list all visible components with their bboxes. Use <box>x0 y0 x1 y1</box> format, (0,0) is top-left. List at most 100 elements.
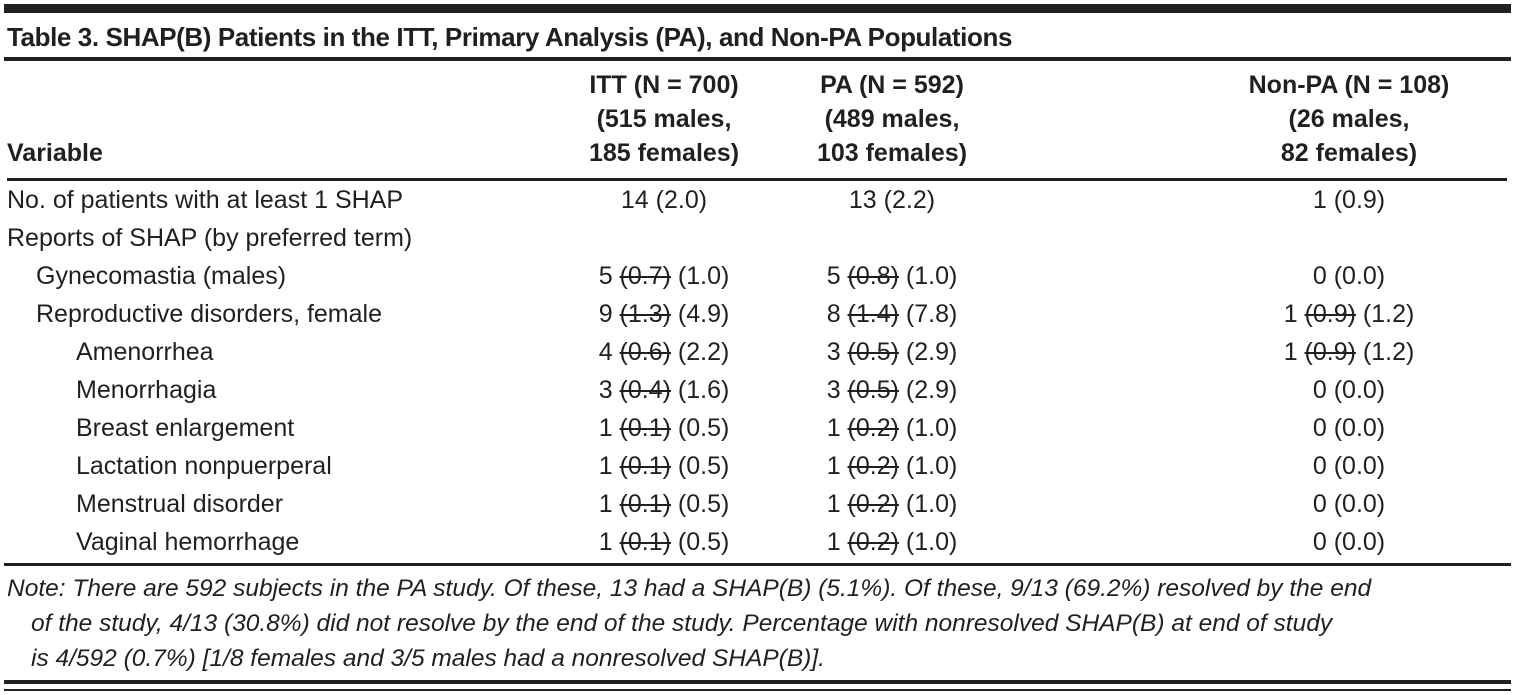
struck-value: (0.6) <box>619 337 671 366</box>
value-text: 0 (0.0) <box>1312 451 1386 480</box>
value-cell: 1 (0.1) (0.5) <box>555 485 773 523</box>
value-text: (1.0) <box>898 489 958 518</box>
top-rule <box>4 4 1511 13</box>
value-text: (2.9) <box>898 375 958 404</box>
column-header-line: (515 males, <box>596 105 732 133</box>
note-line: of the study, 4/13 (30.8%) did not resol… <box>31 610 1333 637</box>
struck-value: (1.4) <box>847 299 899 328</box>
struck-value: (0.1) <box>619 527 671 556</box>
value-cell: 0 (0.0) <box>1191 523 1507 561</box>
value-text: 1 <box>826 489 848 518</box>
value-text: 1 <box>598 413 620 442</box>
column-spacer <box>1011 523 1191 561</box>
title-rule <box>4 57 1511 61</box>
value-text: 0 (0.0) <box>1312 489 1386 518</box>
column-header-line: ITT (N = 700) <box>589 71 739 99</box>
bottom-rule <box>4 680 1511 684</box>
table-header: Variable ITT (N = 700) (515 males, 185 f… <box>7 61 1507 181</box>
row-label: Reports of SHAP (by preferred term) <box>7 223 413 252</box>
value-text: 0 (0.0) <box>1312 527 1386 556</box>
column-spacer <box>1011 257 1191 295</box>
struck-value: (0.1) <box>619 451 671 480</box>
value-cell: 0 (0.0) <box>1191 371 1507 409</box>
value-text: 1 <box>598 451 620 480</box>
value-cell: 0 (0.0) <box>1191 409 1507 447</box>
struck-value: (0.7) <box>619 261 671 290</box>
value-text: 3 <box>826 375 848 404</box>
value-cell: 1 (0.1) (0.5) <box>555 409 773 447</box>
value-cell: 1 (0.2) (1.0) <box>773 485 1011 523</box>
table-row: No. of patients with at least 1 SHAP 14 (… <box>7 180 1507 220</box>
value-cell: 1 (0.2) (1.0) <box>773 523 1011 561</box>
data-table: Variable ITT (N = 700) (515 males, 185 f… <box>7 61 1507 561</box>
column-header-line: Non-PA (N = 108) <box>1248 71 1450 99</box>
value-cell: 1 (0.1) (0.5) <box>555 523 773 561</box>
table-row: Menstrual disorder 1 (0.1) (0.5) 1 (0.2) (… <box>7 485 1507 523</box>
column-spacer <box>1011 180 1191 220</box>
value-cell: 1 (0.9) (1.2) <box>1191 295 1507 333</box>
value-text: (1.0) <box>898 527 958 556</box>
column-spacer <box>1011 219 1191 257</box>
value-text: (0.5) <box>670 413 730 442</box>
value-text: (1.2) <box>1355 299 1415 328</box>
value-text: 1 <box>826 413 848 442</box>
value-cell: 8 (1.4) (7.8) <box>773 295 1011 333</box>
value-text: 9 <box>598 299 620 328</box>
column-spacer <box>1011 295 1191 333</box>
value-text: 4 <box>598 337 620 366</box>
row-label: Reproductive disorders, female <box>36 299 382 328</box>
value-cell <box>773 219 1011 257</box>
table-row: Vaginal hemorrhage 1 (0.1) (0.5) 1 (0.2) (… <box>7 523 1507 561</box>
value-cell: 1 (0.9) <box>1191 180 1507 220</box>
table-row: Amenorrhea 4 (0.6) (2.2) 3 (0.5) (2.9) 1 (0… <box>7 333 1507 371</box>
value-cell: 5 (0.7) (1.0) <box>555 257 773 295</box>
column-header-itt: ITT (N = 700) (515 males, 185 females) <box>555 61 773 181</box>
struck-value: (0.9) <box>1304 299 1356 328</box>
struck-value: (0.2) <box>847 451 899 480</box>
note-top-rule <box>4 563 1511 566</box>
struck-value: (0.2) <box>847 527 899 556</box>
value-text: (1.0) <box>670 261 730 290</box>
struck-value: (0.2) <box>847 489 899 518</box>
table-body: No. of patients with at least 1 SHAP 14 (… <box>7 180 1507 562</box>
value-text: 1 <box>1283 337 1305 366</box>
column-header-variable: Variable <box>7 61 555 181</box>
value-cell: 0 (0.0) <box>1191 257 1507 295</box>
value-cell: 0 (0.0) <box>1191 447 1507 485</box>
column-spacer <box>1011 333 1191 371</box>
struck-value: (0.2) <box>847 413 899 442</box>
value-text: 14 (2.0) <box>620 185 708 214</box>
value-text: 0 (0.0) <box>1312 375 1386 404</box>
value-text: (1.0) <box>898 261 958 290</box>
table-note: Note: There are 592 subjects in the PA s… <box>7 571 1509 676</box>
row-label: No. of patients with at least 1 SHAP <box>7 185 404 214</box>
value-text: 1 <box>1283 299 1305 328</box>
value-cell: 3 (0.4) (1.6) <box>555 371 773 409</box>
column-header-line: (489 males, <box>824 105 960 133</box>
value-text: (7.8) <box>898 299 958 328</box>
note-line: is 4/592 (0.7%) [1/8 females and 3/5 mal… <box>31 645 825 672</box>
value-text: 1 <box>598 489 620 518</box>
struck-value: (0.5) <box>847 337 899 366</box>
table-row: Lactation nonpuerperal 1 (0.1) (0.5) 1 (0.… <box>7 447 1507 485</box>
column-header-line: PA (N = 592) <box>820 71 964 99</box>
value-cell: 1 (0.2) (1.0) <box>773 447 1011 485</box>
table-row: Menorrhagia 3 (0.4) (1.6) 3 (0.5) (2.9) 0 (… <box>7 371 1507 409</box>
value-text: 0 (0.0) <box>1312 413 1386 442</box>
column-spacer <box>1011 409 1191 447</box>
value-text: (1.0) <box>898 413 958 442</box>
struck-value: (0.1) <box>619 489 671 518</box>
value-cell: 1 (0.2) (1.0) <box>773 409 1011 447</box>
value-text: 0 (0.0) <box>1312 261 1386 290</box>
value-text: (2.2) <box>670 337 730 366</box>
value-text: 1 (0.9) <box>1312 185 1386 214</box>
value-text: (1.2) <box>1355 337 1415 366</box>
struck-value: (0.1) <box>619 413 671 442</box>
value-text: (0.5) <box>670 451 730 480</box>
value-text: 1 <box>826 451 848 480</box>
struck-value: (1.3) <box>619 299 671 328</box>
value-text: 5 <box>826 261 848 290</box>
value-cell: 0 (0.0) <box>1191 485 1507 523</box>
row-label: Gynecomastia (males) <box>36 261 287 290</box>
